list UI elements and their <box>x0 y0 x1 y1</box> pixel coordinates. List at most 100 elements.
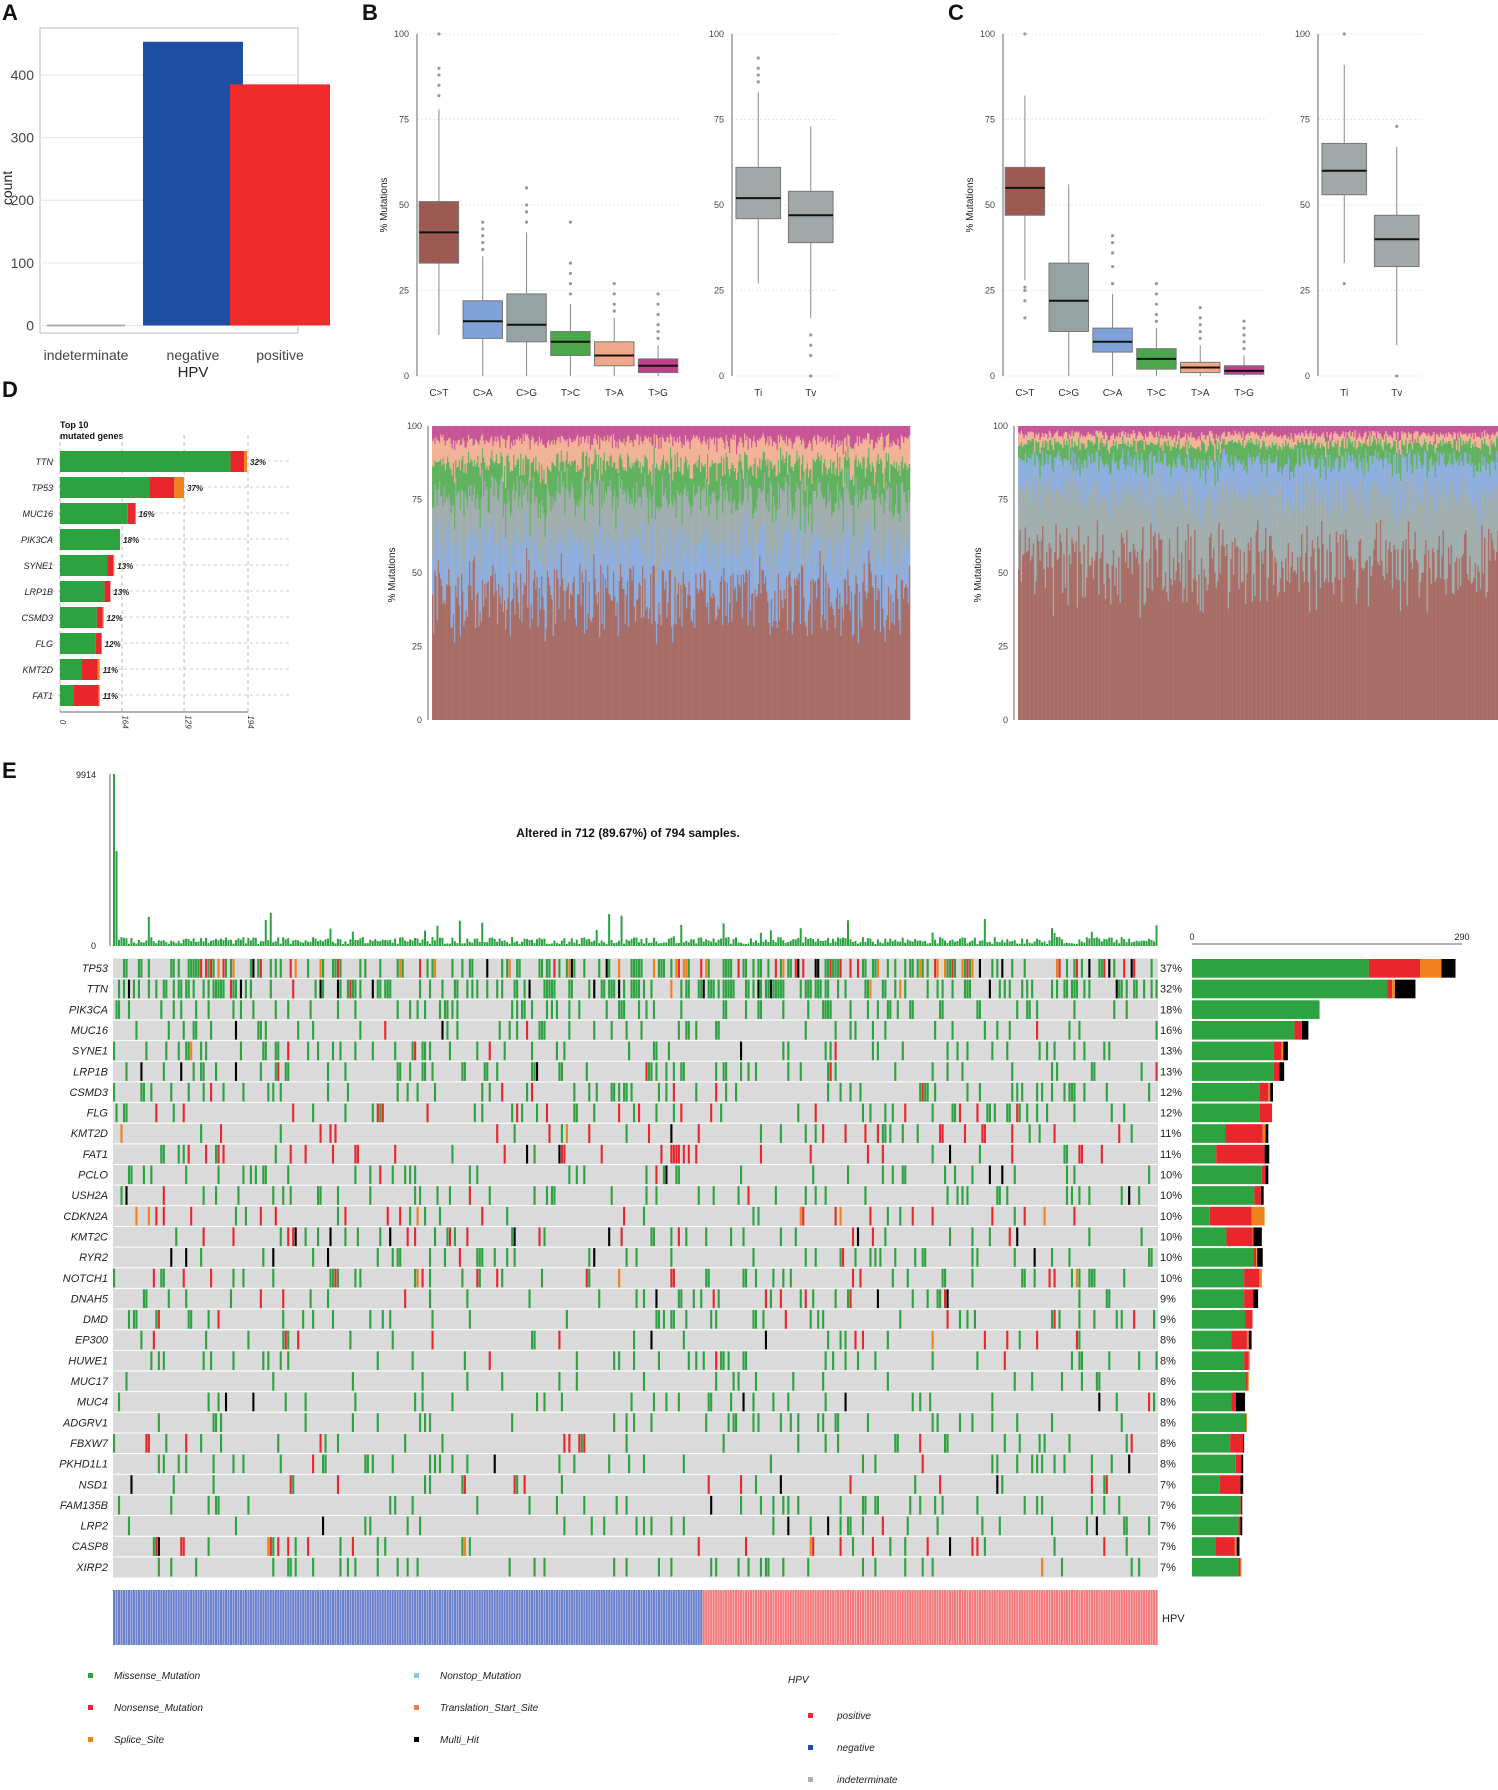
panel-b-spectrum-seg <box>735 454 738 480</box>
panel-c-spectrum-seg <box>1176 426 1179 436</box>
panel-c-spectrum-seg <box>1483 456 1486 489</box>
panel-c-spectrum-seg <box>1036 442 1039 457</box>
panel-b-spectrum-seg <box>609 456 611 480</box>
panel-b-spectrum-seg <box>863 439 866 458</box>
panel-b-spectrum-seg <box>557 527 559 579</box>
panel-c-spectrum-seg <box>1469 556 1471 720</box>
panel-b-spectrum-seg <box>596 544 599 605</box>
panel-c-spectrum-seg <box>1063 483 1066 555</box>
panel-c-spectrum-ytick: 25 <box>998 642 1008 652</box>
panel-c-spectrum-seg <box>1223 546 1226 720</box>
panel-b-spectrum-seg <box>625 471 628 503</box>
panel-b-spectrum-seg <box>898 465 900 515</box>
panel-b-spectrum-seg <box>720 426 723 438</box>
panel-c-spectrum-seg <box>1389 426 1391 436</box>
panel-c-spectrum-seg <box>1023 554 1025 720</box>
panel-b-spectrum-seg <box>611 466 614 510</box>
panel-c-spectrum-seg <box>1350 426 1353 437</box>
panel-b-spectrum-seg <box>863 523 866 563</box>
panel-c-spectrum-seg <box>1230 435 1232 441</box>
panel-c-spectrum-seg <box>1287 436 1290 443</box>
panel-b-spectrum-seg <box>829 426 832 440</box>
panel-b-spectrum-seg <box>537 626 540 720</box>
panel-c-spectrum-seg <box>1083 426 1086 436</box>
panel-b-spectrum-seg <box>494 426 497 437</box>
panel-b-spectrum-seg <box>492 460 494 478</box>
panel-b-spectrum-seg <box>632 565 635 720</box>
panel-c-spectrum-seg <box>1202 426 1204 436</box>
panel-b-spectrum-seg <box>494 573 497 720</box>
panel-c-spectrum-seg <box>1224 445 1227 456</box>
panel-b-spectrum-seg <box>760 438 762 470</box>
panel-c-spectrum-seg <box>1359 436 1362 443</box>
panel-c-spectrum-seg <box>1437 549 1439 720</box>
panel-c-spectrum-seg <box>1318 548 1321 720</box>
panel-c-spectrum-seg <box>1329 533 1331 720</box>
panel-b-spectrum-seg <box>697 459 700 486</box>
panel-b-spectrum-seg <box>623 426 625 439</box>
panel-b-outlier <box>809 333 813 337</box>
panel-c-spectrum-seg <box>1345 529 1347 720</box>
panel-b-spectrum-seg <box>629 504 631 530</box>
panel-c-spectrum-seg <box>1048 483 1051 543</box>
panel-c-spectrum-seg <box>1028 432 1031 440</box>
panel-b-spectrum-seg <box>774 464 776 506</box>
panel-b-spectrum-seg <box>592 426 594 446</box>
panel-b-spectrum-seg <box>581 572 584 720</box>
panel-b-spectrum-seg <box>535 441 537 457</box>
panel-b-spectrum-seg <box>638 582 640 720</box>
panel-c-spectrum-seg <box>1043 568 1046 720</box>
panel-c-spectrum-seg <box>1132 426 1135 431</box>
panel-c-spectrum-seg <box>1471 463 1474 506</box>
panel-c-spectrum-seg <box>1279 578 1282 720</box>
panel-c-spectrum-seg <box>1250 431 1252 438</box>
panel-b-spectrum-seg <box>894 533 897 590</box>
panel-c-spectrum-seg <box>1070 426 1072 437</box>
panel-b-spectrum-seg <box>773 426 775 442</box>
panel-b-spectrum-seg <box>568 609 571 720</box>
panel-b-spectrum-seg <box>839 490 841 542</box>
panel-b-spectrum-seg <box>882 608 884 720</box>
panel-b-spectrum-seg <box>602 441 605 461</box>
panel-b-spectrum-seg <box>788 574 790 720</box>
panel-b-spectrum-seg <box>672 426 674 446</box>
panel-b-spectrum-seg <box>797 534 799 581</box>
panel-b-spectrum-seg <box>720 437 723 457</box>
panel-b-spectrum-seg <box>711 546 714 599</box>
panel-b-spectrum-seg <box>631 462 634 504</box>
panel-c-spectrum-seg <box>1459 431 1462 437</box>
panel-c-spectrum-seg <box>1230 481 1232 560</box>
panel-b-spectrum-seg <box>637 498 639 537</box>
panel-b-spectrum-seg <box>799 530 802 573</box>
panel-c-spectrum-seg <box>1243 426 1246 441</box>
panel-b-spectrum-seg <box>838 447 840 476</box>
panel-b-spectrum-seg <box>520 438 522 454</box>
panel-c-spectrum-seg <box>1102 498 1104 535</box>
panel-c-spectrum-seg <box>1287 542 1290 720</box>
panel-c-spectrum-seg <box>1371 431 1374 442</box>
panel-b-spectrum-seg <box>893 426 896 444</box>
panel-b-spectrum-seg <box>647 436 650 475</box>
panel-c-spectrum-seg <box>1314 468 1317 492</box>
panel-c-spectrum-seg <box>1191 426 1194 438</box>
panel-b-spectrum-seg <box>673 496 675 541</box>
panel-b-spectrum-seg <box>802 567 804 720</box>
panel-b-spectrum-seg <box>898 446 900 466</box>
panel-b-spectrum-seg <box>607 486 609 537</box>
panel-b-spectrum-seg <box>774 442 776 465</box>
panel-c-spectrum-seg <box>1353 484 1355 570</box>
panel-c-spectrum-seg <box>1104 496 1107 599</box>
panel-b-spectrum-seg <box>636 434 638 459</box>
panel-c-spectrum-seg <box>1047 490 1050 568</box>
panel-b-spectrum-seg <box>896 574 898 720</box>
panel-c-spectrum-seg <box>1310 438 1313 455</box>
panel-b-spectrum-seg <box>438 460 441 482</box>
panel-b-spectrum-seg <box>856 583 859 720</box>
panel-c-spectrum-seg <box>1451 448 1454 466</box>
panel-b-spectrum-seg <box>684 426 687 436</box>
panel-b-spectrum-seg <box>689 595 692 720</box>
panel-b-spectrum-seg <box>851 426 854 449</box>
panel-c-spectrum-seg <box>1334 431 1337 442</box>
panel-c-spectrum-seg <box>1378 516 1381 566</box>
panel-c-spectrum-seg <box>1223 488 1226 547</box>
